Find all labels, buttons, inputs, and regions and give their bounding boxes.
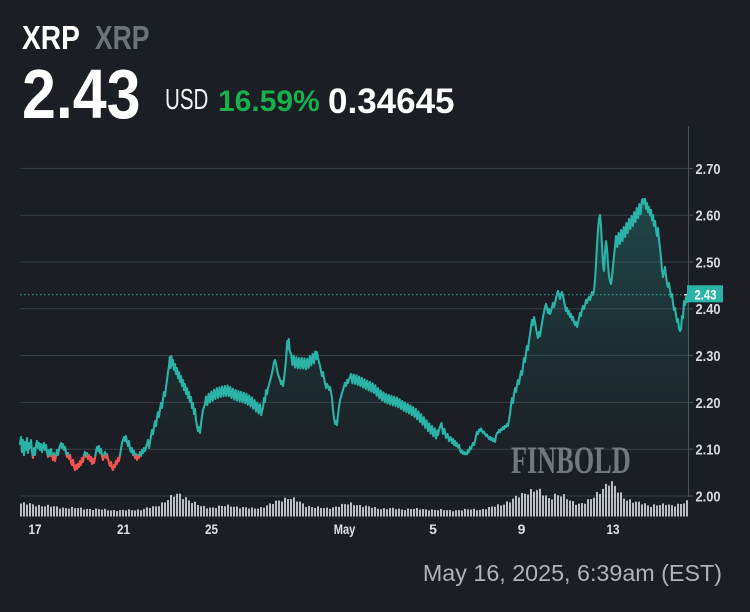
svg-text:2.10: 2.10	[696, 442, 721, 459]
svg-text:17: 17	[29, 521, 42, 537]
svg-text:2.43: 2.43	[695, 287, 717, 302]
svg-text:9: 9	[518, 521, 526, 537]
svg-text:2.50: 2.50	[696, 254, 721, 271]
svg-text:2.20: 2.20	[696, 395, 721, 412]
svg-text:2.40: 2.40	[696, 301, 721, 318]
svg-text:May: May	[334, 521, 356, 537]
svg-text:5: 5	[429, 521, 437, 537]
svg-text:2.00: 2.00	[696, 488, 721, 505]
svg-text:2.70: 2.70	[696, 161, 721, 178]
svg-text:2.60: 2.60	[696, 208, 721, 225]
svg-text:21: 21	[117, 521, 130, 537]
svg-text:13: 13	[607, 521, 620, 537]
svg-text:FINBOLD: FINBOLD	[511, 439, 631, 482]
svg-text:25: 25	[205, 521, 218, 537]
svg-text:2.30: 2.30	[696, 348, 721, 365]
